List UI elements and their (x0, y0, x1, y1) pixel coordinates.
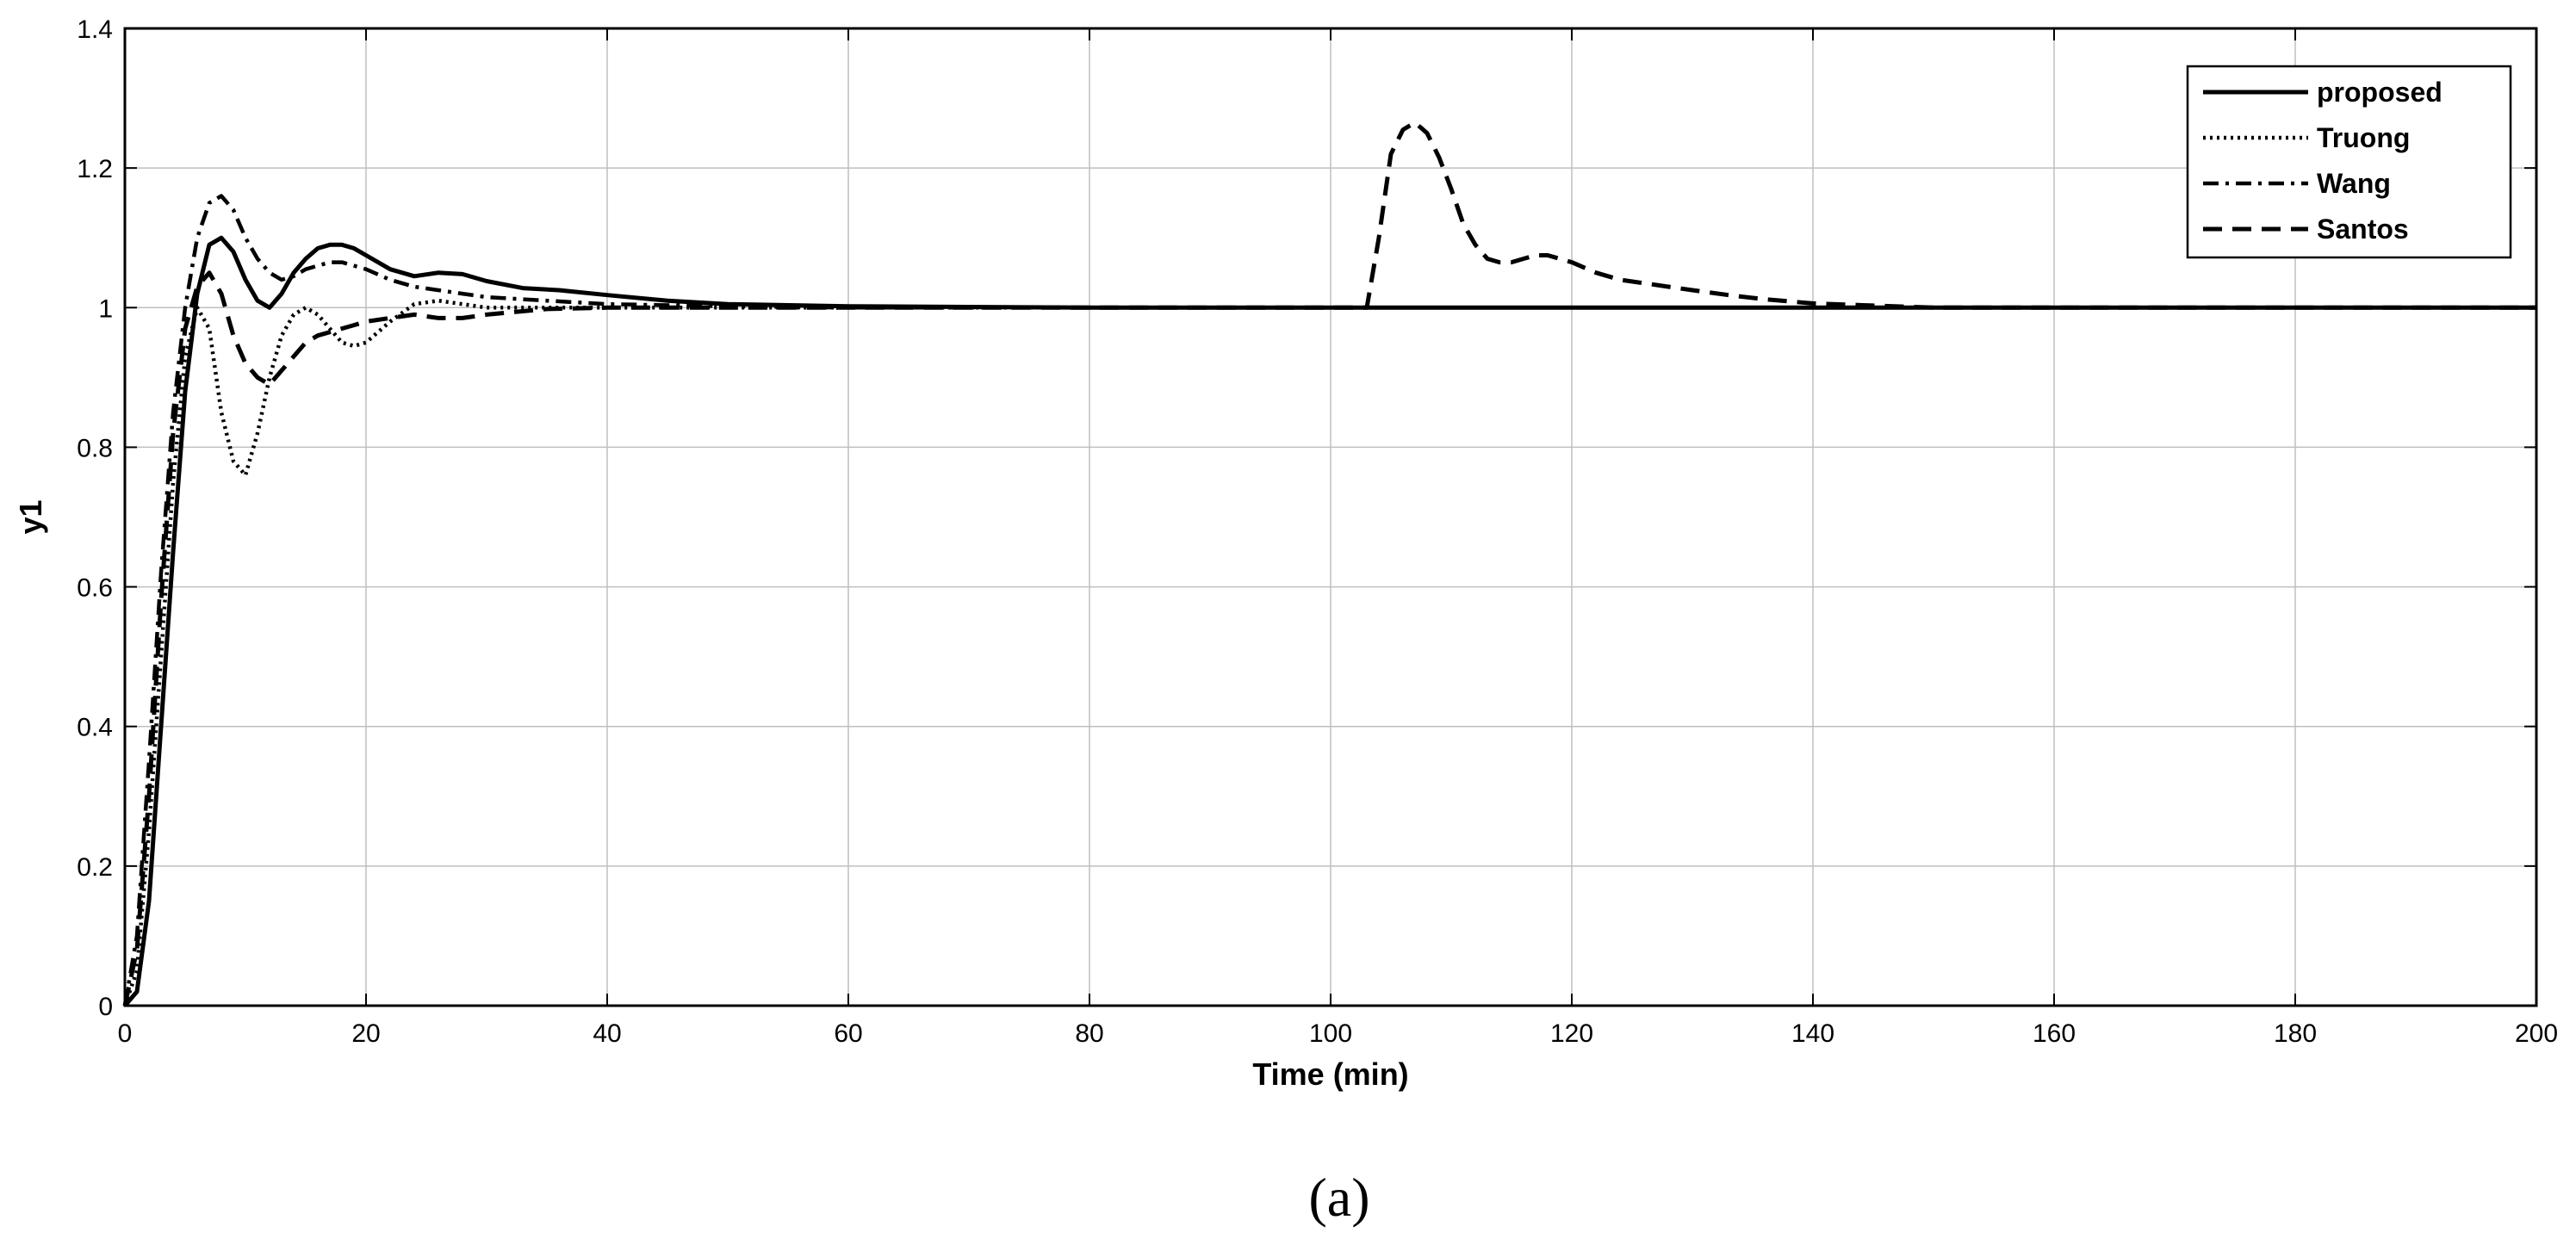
series-line-santos (122, 120, 2536, 1007)
x-tick-label: 200 (2515, 1019, 2558, 1048)
series-line-truong (122, 298, 2536, 1007)
y-tick-label: 1.2 (77, 155, 113, 183)
y-tick-label: 0 (98, 993, 113, 1021)
y-tick-label: 0.4 (77, 714, 113, 742)
figure-caption: (a) (1308, 1167, 1369, 1228)
y-tick-label: 1.4 (77, 15, 113, 44)
series-line-proposed (123, 235, 2536, 1007)
y-tick-label: 1 (98, 294, 113, 323)
y-tick-label: 0.2 (77, 853, 113, 882)
series-layer (122, 120, 2536, 1007)
x-tick-label: 80 (1075, 1019, 1103, 1048)
x-tick-label: 160 (2033, 1019, 2076, 1048)
legend: proposed Truong Wang Santos (2186, 65, 2512, 259)
legend-label-santos: Santos (2317, 214, 2409, 245)
x-tick-label: 140 (1791, 1019, 1834, 1048)
legend-box (2186, 65, 2512, 259)
legend-label-wang: Wang (2317, 168, 2391, 199)
x-tick-label: 40 (593, 1019, 621, 1048)
grid (125, 28, 2536, 1006)
x-tick-label: 20 (351, 1019, 380, 1048)
x-tick-label: 120 (1550, 1019, 1593, 1048)
x-tick-label: 60 (834, 1019, 862, 1048)
y-tick-label: 0.6 (77, 574, 113, 603)
x-axis-label: Time (min) (1252, 1056, 1408, 1092)
ticks: 0 20 40 60 80 100 120 140 160 180 200 0 0.2 0.4 0.6 0.8… (77, 15, 2558, 1048)
series-line-wang (122, 194, 2536, 1007)
y-axis-label: y1 (13, 499, 48, 534)
x-tick-label: 0 (118, 1019, 133, 1048)
y-tick-label: 0.8 (77, 434, 113, 462)
x-tick-label: 180 (2274, 1019, 2317, 1048)
legend-label-proposed: proposed (2317, 77, 2443, 108)
x-tick-label: 100 (1309, 1019, 1352, 1048)
legend-label-truong: Truong (2317, 122, 2410, 153)
